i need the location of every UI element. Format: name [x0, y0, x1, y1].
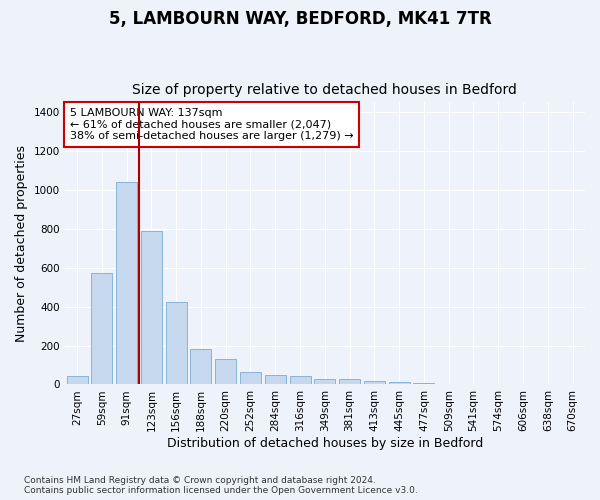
Text: 5, LAMBOURN WAY, BEDFORD, MK41 7TR: 5, LAMBOURN WAY, BEDFORD, MK41 7TR	[109, 10, 491, 28]
Bar	[413, 383, 434, 384]
Bar	[290, 376, 311, 384]
Bar	[141, 230, 162, 384]
Text: 5 LAMBOURN WAY: 137sqm
← 61% of detached houses are smaller (2,047)
38% of semi-: 5 LAMBOURN WAY: 137sqm ← 61% of detached…	[70, 108, 353, 141]
Bar	[314, 379, 335, 384]
Title: Size of property relative to detached houses in Bedford: Size of property relative to detached ho…	[133, 83, 517, 97]
Y-axis label: Number of detached properties: Number of detached properties	[15, 145, 28, 342]
Bar	[91, 272, 112, 384]
Bar	[389, 382, 410, 384]
X-axis label: Distribution of detached houses by size in Bedford: Distribution of detached houses by size …	[167, 437, 483, 450]
Bar	[339, 379, 360, 384]
Text: Contains HM Land Registry data © Crown copyright and database right 2024.
Contai: Contains HM Land Registry data © Crown c…	[24, 476, 418, 495]
Bar	[116, 182, 137, 384]
Bar	[364, 380, 385, 384]
Bar	[166, 302, 187, 384]
Bar	[190, 350, 211, 384]
Bar	[265, 374, 286, 384]
Bar	[240, 372, 261, 384]
Bar	[67, 376, 88, 384]
Bar	[215, 359, 236, 384]
